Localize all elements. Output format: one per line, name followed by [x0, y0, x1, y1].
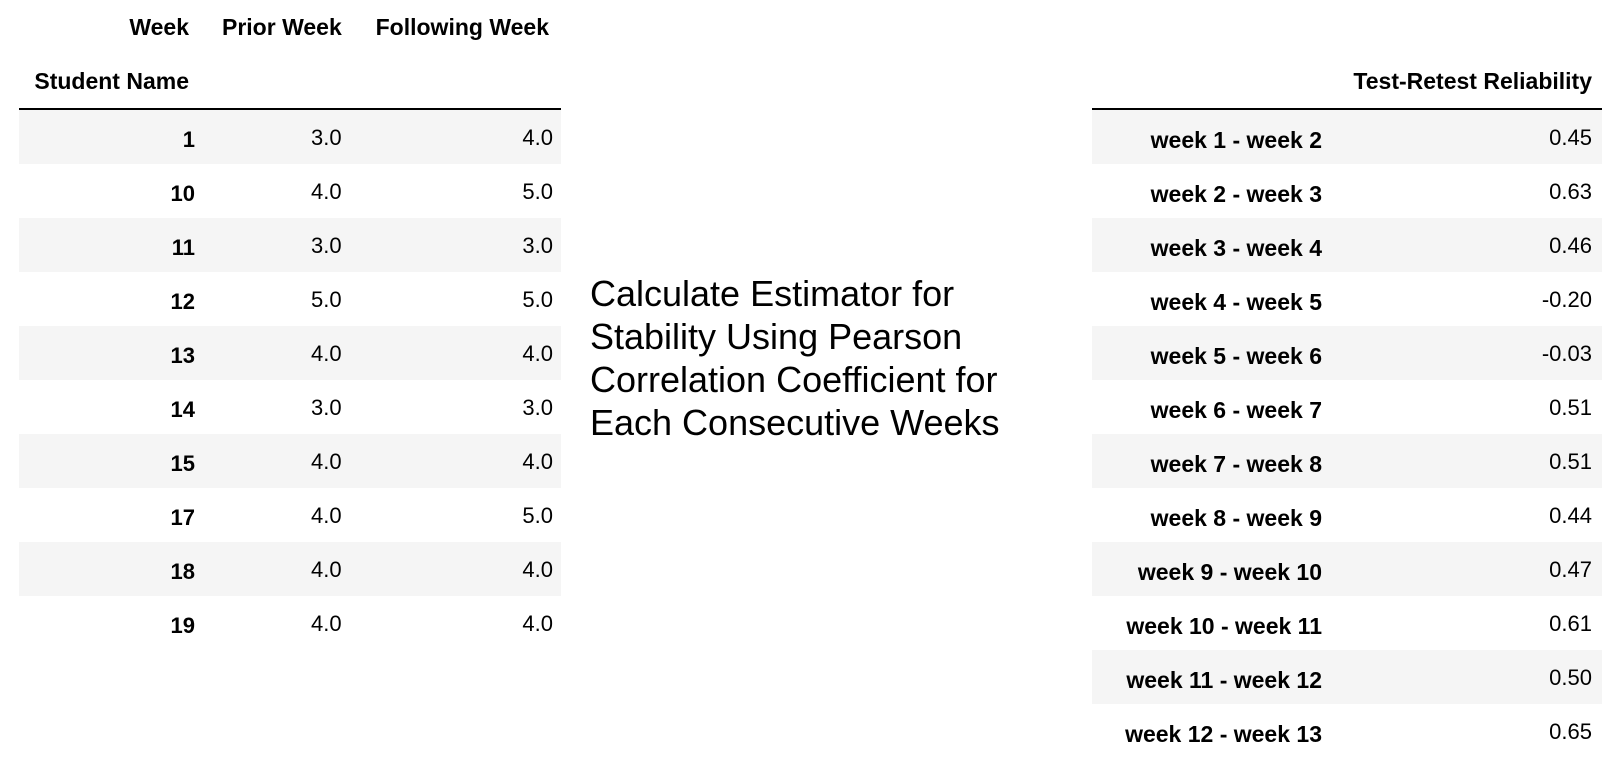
prior-week-cell: 3.0 [311, 125, 342, 150]
column-header-test-retest-reliability: Test-Retest Reliability [1353, 68, 1592, 94]
student-scores-table: Week Prior Week Following Week Student N… [19, 0, 561, 650]
prior-week-cell: 5.0 [311, 287, 342, 312]
reliability-value: 0.51 [1549, 395, 1592, 420]
table-row: week 9 - week 10 0.47 [1092, 542, 1602, 596]
week-pair-label: week 1 - week 2 [1150, 127, 1322, 153]
student-id-cell: 10 [170, 181, 195, 206]
student-id-cell: 1 [182, 127, 195, 152]
table-row: week 10 - week 11 0.61 [1092, 596, 1602, 650]
table-row: week 3 - week 4 0.46 [1092, 218, 1602, 272]
reliability-value: 0.65 [1549, 719, 1592, 744]
table-header: Test-Retest Reliability [1092, 0, 1602, 110]
week-pair-label: week 12 - week 13 [1125, 721, 1322, 747]
reliability-value: 0.61 [1549, 611, 1592, 636]
student-id-cell: 12 [170, 289, 195, 314]
week-pair-label: week 6 - week 7 [1150, 397, 1322, 423]
table-row: week 7 - week 8 0.51 [1092, 434, 1602, 488]
prior-week-cell: 4.0 [311, 179, 342, 204]
week-pair-label: week 7 - week 8 [1150, 451, 1322, 477]
table-row: 19 4.0 4.0 [19, 596, 561, 650]
following-week-cell: 3.0 [522, 233, 553, 258]
table-row: 14 3.0 3.0 [19, 380, 561, 434]
following-week-cell: 4.0 [522, 557, 553, 582]
following-week-cell: 4.0 [522, 611, 553, 636]
following-week-cell: 5.0 [522, 503, 553, 528]
reliability-value: 0.44 [1549, 503, 1592, 528]
table-row: 11 3.0 3.0 [19, 218, 561, 272]
caption-text: Calculate Estimator for Stability Using … [590, 273, 1000, 443]
table-row: 13 4.0 4.0 [19, 326, 561, 380]
following-week-cell: 5.0 [522, 287, 553, 312]
following-week-cell: 4.0 [522, 341, 553, 366]
prior-week-cell: 4.0 [311, 557, 342, 582]
index-header-student-name: Student Name [34, 68, 189, 94]
student-id-cell: 14 [170, 397, 195, 422]
table-row: week 1 - week 2 0.45 [1092, 110, 1602, 164]
prior-week-cell: 4.0 [311, 611, 342, 636]
prior-week-cell: 4.0 [311, 503, 342, 528]
column-header-week: Week [129, 14, 189, 40]
table-row: 12 5.0 5.0 [19, 272, 561, 326]
reliability-value: 0.45 [1549, 125, 1592, 150]
reliability-value: 0.47 [1549, 557, 1592, 582]
prior-week-cell: 3.0 [311, 395, 342, 420]
week-pair-label: week 4 - week 5 [1150, 289, 1322, 315]
week-pair-label: week 5 - week 6 [1150, 343, 1322, 369]
week-pair-label: week 3 - week 4 [1150, 235, 1322, 261]
student-id-cell: 19 [170, 613, 195, 638]
prior-week-cell: 3.0 [311, 233, 342, 258]
table-row: week 4 - week 5 -0.20 [1092, 272, 1602, 326]
week-pair-label: week 2 - week 3 [1150, 181, 1322, 207]
student-id-cell: 11 [171, 235, 195, 260]
prior-week-cell: 4.0 [311, 449, 342, 474]
following-week-cell: 5.0 [522, 179, 553, 204]
column-header-prior-week: Prior Week [222, 14, 342, 40]
following-week-cell: 4.0 [522, 449, 553, 474]
student-id-cell: 18 [170, 559, 195, 584]
test-retest-reliability-table: Test-Retest Reliability week 1 - week 2 … [1092, 0, 1602, 758]
table-row: week 5 - week 6 -0.03 [1092, 326, 1602, 380]
reliability-value: -0.20 [1541, 287, 1592, 312]
week-pair-label: week 10 - week 11 [1126, 613, 1322, 639]
table-row: week 8 - week 9 0.44 [1092, 488, 1602, 542]
reliability-value: 0.63 [1549, 179, 1592, 204]
student-id-cell: 15 [170, 451, 195, 476]
week-pair-label: week 11 - week 12 [1126, 667, 1322, 693]
prior-week-cell: 4.0 [311, 341, 342, 366]
column-header-following-week: Following Week [375, 14, 549, 40]
table-row: week 11 - week 12 0.50 [1092, 650, 1602, 704]
week-pair-label: week 9 - week 10 [1137, 559, 1322, 585]
reliability-value: -0.03 [1541, 341, 1592, 366]
table-row: 10 4.0 5.0 [19, 164, 561, 218]
student-id-cell: 17 [170, 505, 195, 530]
following-week-cell: 4.0 [522, 125, 553, 150]
table-row: 1 3.0 4.0 [19, 110, 561, 164]
table-header: Week Prior Week Following Week Student N… [19, 0, 561, 110]
reliability-value: 0.50 [1549, 665, 1592, 690]
table-row: week 12 - week 13 0.65 [1092, 704, 1602, 758]
student-id-cell: 13 [170, 343, 195, 368]
table-body: week 1 - week 2 0.45 week 2 - week 3 0.6… [1092, 110, 1602, 758]
table-row: week 6 - week 7 0.51 [1092, 380, 1602, 434]
reliability-value: 0.46 [1549, 233, 1592, 258]
table-row: week 2 - week 3 0.63 [1092, 164, 1602, 218]
table-row: 18 4.0 4.0 [19, 542, 561, 596]
following-week-cell: 3.0 [522, 395, 553, 420]
reliability-value: 0.51 [1549, 449, 1592, 474]
table-row: 15 4.0 4.0 [19, 434, 561, 488]
week-pair-label: week 8 - week 9 [1150, 505, 1322, 531]
table-body: 1 3.0 4.0 10 4.0 5.0 11 3.0 3.0 12 5.0 5… [19, 110, 561, 650]
table-row: 17 4.0 5.0 [19, 488, 561, 542]
